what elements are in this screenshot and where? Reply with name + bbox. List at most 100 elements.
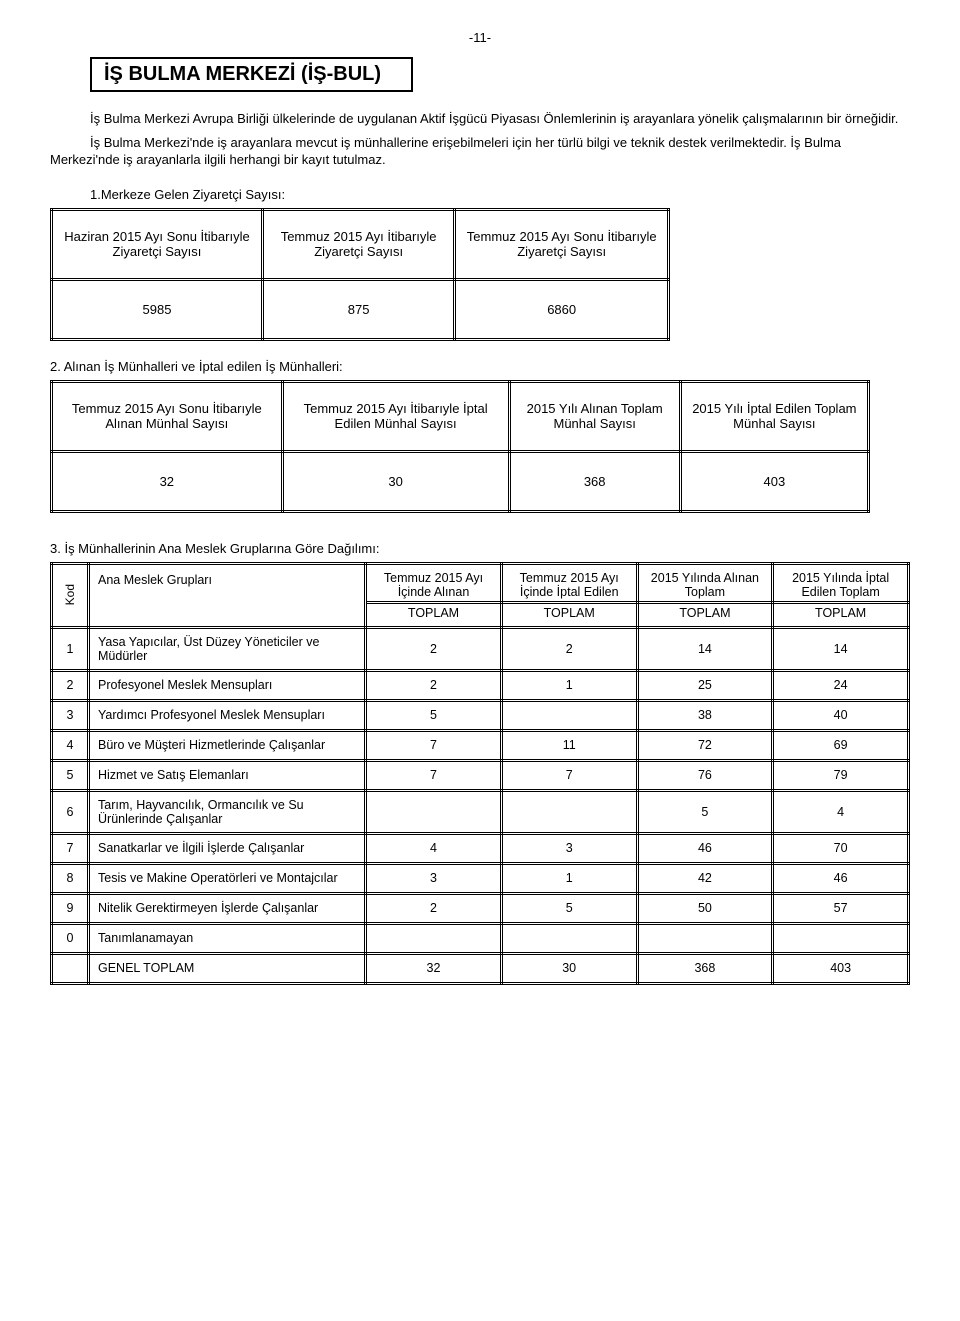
t1-v0: 5985 bbox=[52, 279, 263, 339]
row-code: 1 bbox=[52, 627, 89, 670]
document-page: -11- İŞ BULMA MERKEZİ (İŞ-BUL) İş Bulma … bbox=[0, 0, 960, 1025]
vacancies-table: Temmuz 2015 Ayı Sonu İtibarıyle Alınan M… bbox=[50, 380, 870, 513]
t2-h1: Temmuz 2015 Ayı İtibarıyle İptal Edilen … bbox=[282, 381, 509, 451]
t3-c1-top: Temmuz 2015 Ayı İçinde İptal Edilen bbox=[501, 563, 637, 602]
row-value: 2 bbox=[501, 627, 637, 670]
row-value: 4 bbox=[773, 790, 909, 833]
t1-h0: Haziran 2015 Ayı Sonu İtibarıyle Ziyaret… bbox=[52, 209, 263, 279]
row-name: Hizmet ve Satış Elemanları bbox=[89, 760, 366, 790]
t3-c2-bot: TOPLAM bbox=[637, 602, 773, 627]
row-value: 38 bbox=[637, 700, 773, 730]
row-value: 70 bbox=[773, 833, 909, 863]
t3-c1-bot: TOPLAM bbox=[501, 602, 637, 627]
t2-v1: 30 bbox=[282, 451, 509, 511]
row-value bbox=[773, 923, 909, 953]
t3-total-label: GENEL TOPLAM bbox=[89, 953, 366, 983]
row-value: 25 bbox=[637, 670, 773, 700]
row-code: 4 bbox=[52, 730, 89, 760]
section3-label: 3. İş Münhallerinin Ana Meslek Grupların… bbox=[50, 541, 910, 556]
row-name: Yardımcı Profesyonel Meslek Mensupları bbox=[89, 700, 366, 730]
row-value: 5 bbox=[637, 790, 773, 833]
row-value bbox=[637, 923, 773, 953]
page-number: -11- bbox=[50, 30, 910, 45]
row-value: 7 bbox=[366, 730, 502, 760]
row-code: 3 bbox=[52, 700, 89, 730]
intro-paragraph-2: İş Bulma Merkezi'nde iş arayanlara mevcu… bbox=[50, 134, 910, 169]
row-value: 4 bbox=[366, 833, 502, 863]
row-value: 69 bbox=[773, 730, 909, 760]
row-name: Profesyonel Meslek Mensupları bbox=[89, 670, 366, 700]
row-name: Sanatkarlar ve İlgili İşlerde Çalışanlar bbox=[89, 833, 366, 863]
table-row: 0 Tanımlanamayan bbox=[52, 923, 909, 953]
row-name: Tesis ve Makine Operatörleri ve Montajcı… bbox=[89, 863, 366, 893]
row-value: 2 bbox=[366, 627, 502, 670]
groups-table: Kod Ana Meslek Grupları Temmuz 2015 Ayı … bbox=[50, 562, 910, 985]
row-code: 6 bbox=[52, 790, 89, 833]
row-value: 50 bbox=[637, 893, 773, 923]
t3-c3-top: 2015 Yılında İptal Edilen Toplam bbox=[773, 563, 909, 602]
table-row: 7Sanatkarlar ve İlgili İşlerde Çalışanla… bbox=[52, 833, 909, 863]
row-code: 0 bbox=[52, 923, 89, 953]
table-row: 1Yasa Yapıcılar, Üst Düzey Yöneticiler v… bbox=[52, 627, 909, 670]
t3-c2-top: 2015 Yılında Alınan Toplam bbox=[637, 563, 773, 602]
row-value bbox=[501, 700, 637, 730]
row-value: 2 bbox=[366, 670, 502, 700]
row-value: 5 bbox=[366, 700, 502, 730]
t2-h3: 2015 Yılı İptal Edilen Toplam Münhal Say… bbox=[680, 381, 868, 451]
row-code: 7 bbox=[52, 833, 89, 863]
table-row: 3Yardımcı Profesyonel Meslek Mensupları5… bbox=[52, 700, 909, 730]
row-value: 1 bbox=[501, 670, 637, 700]
row-value: 57 bbox=[773, 893, 909, 923]
row-value: 14 bbox=[773, 627, 909, 670]
row-code: 2 bbox=[52, 670, 89, 700]
row-name: Nitelik Gerektirmeyen İşlerde Çalışanlar bbox=[89, 893, 366, 923]
row-name: Tarım, Hayvancılık, Ormancılık ve Su Ürü… bbox=[89, 790, 366, 833]
row-value: 40 bbox=[773, 700, 909, 730]
row-value: 72 bbox=[637, 730, 773, 760]
row-value: 42 bbox=[637, 863, 773, 893]
page-title: İŞ BULMA MERKEZİ (İŞ-BUL) bbox=[104, 63, 381, 86]
t3-group-header: Ana Meslek Grupları bbox=[89, 563, 366, 627]
t3-kod-header: Kod bbox=[52, 563, 89, 627]
t3-c3-bot: TOPLAM bbox=[773, 602, 909, 627]
row-value: 14 bbox=[637, 627, 773, 670]
row-code: 5 bbox=[52, 760, 89, 790]
t2-v2: 368 bbox=[509, 451, 680, 511]
t3-total-1: 30 bbox=[501, 953, 637, 983]
row-value: 46 bbox=[773, 863, 909, 893]
row-value bbox=[501, 923, 637, 953]
row-code: 9 bbox=[52, 893, 89, 923]
table-row: 8 Tesis ve Makine Operatörleri ve Montaj… bbox=[52, 863, 909, 893]
section2-label: 2. Alınan İş Münhalleri ve İptal edilen … bbox=[50, 359, 910, 374]
t3-total-2: 368 bbox=[637, 953, 773, 983]
t3-total-3: 403 bbox=[773, 953, 909, 983]
section1-label: 1.Merkeze Gelen Ziyaretçi Sayısı: bbox=[90, 187, 910, 202]
table-row: 5Hizmet ve Satış Elemanları777679 bbox=[52, 760, 909, 790]
t3-total-0: 32 bbox=[366, 953, 502, 983]
row-name: Büro ve Müşteri Hizmetlerinde Çalışanlar bbox=[89, 730, 366, 760]
t3-c0-top: Temmuz 2015 Ayı İçinde Alınan bbox=[366, 563, 502, 602]
t3-total-blank bbox=[52, 953, 89, 983]
row-value: 24 bbox=[773, 670, 909, 700]
row-code: 8 bbox=[52, 863, 89, 893]
t2-h2: 2015 Yılı Alınan Toplam Münhal Sayısı bbox=[509, 381, 680, 451]
row-value: 76 bbox=[637, 760, 773, 790]
row-value: 3 bbox=[366, 863, 502, 893]
t1-v1: 875 bbox=[262, 279, 454, 339]
t2-h0: Temmuz 2015 Ayı Sonu İtibarıyle Alınan M… bbox=[52, 381, 283, 451]
row-value: 2 bbox=[366, 893, 502, 923]
t1-h2: Temmuz 2015 Ayı Sonu İtibarıyle Ziyaretç… bbox=[455, 209, 669, 279]
row-value bbox=[366, 790, 502, 833]
row-value: 7 bbox=[366, 760, 502, 790]
row-value: 5 bbox=[501, 893, 637, 923]
t3-c0-bot: TOPLAM bbox=[366, 602, 502, 627]
title-box: İŞ BULMA MERKEZİ (İŞ-BUL) bbox=[90, 57, 413, 92]
row-value: 79 bbox=[773, 760, 909, 790]
row-value: 46 bbox=[637, 833, 773, 863]
row-value: 7 bbox=[501, 760, 637, 790]
row-name: Tanımlanamayan bbox=[89, 923, 366, 953]
row-name: Yasa Yapıcılar, Üst Düzey Yöneticiler ve… bbox=[89, 627, 366, 670]
table-row: 6 Tarım, Hayvancılık, Ormancılık ve Su Ü… bbox=[52, 790, 909, 833]
visitors-table: Haziran 2015 Ayı Sonu İtibarıyle Ziyaret… bbox=[50, 208, 670, 341]
t2-v3: 403 bbox=[680, 451, 868, 511]
